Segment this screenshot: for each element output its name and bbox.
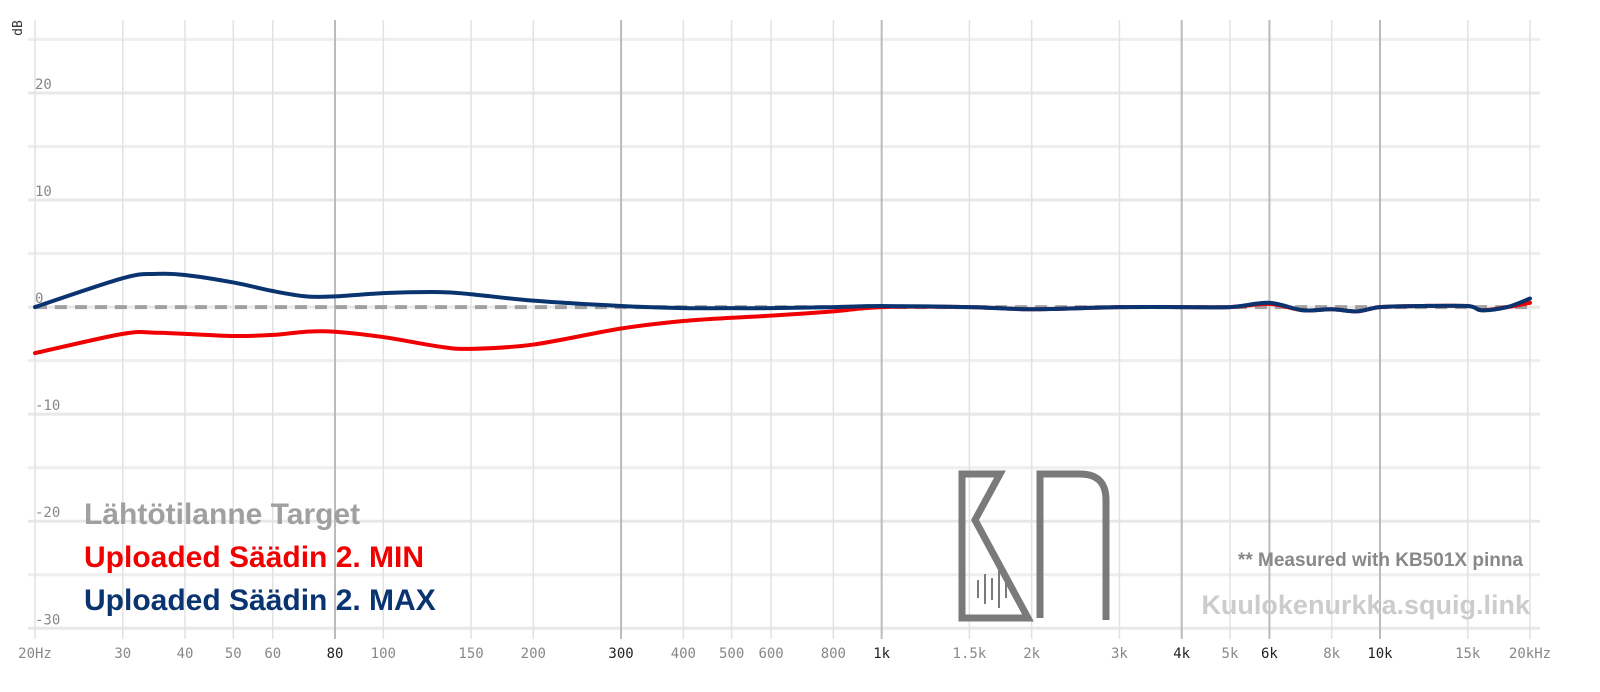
x-tick-label: 600	[758, 646, 783, 662]
x-tick-label: 4k	[1173, 646, 1190, 662]
lines	[33, 271, 1532, 356]
y-tick-label: 10	[35, 184, 52, 200]
grid: -30 -20 -10 0 10 20 20Hz 30 40 50 60 80 100 150 200 300…	[18, 20, 1551, 662]
logo	[958, 470, 1110, 622]
x-tick-label: 200	[521, 646, 546, 662]
x-tick-label: 10k	[1367, 646, 1393, 662]
x-tick-label: 150	[458, 646, 483, 662]
y-tick-label: -10	[35, 398, 60, 414]
x-tick-label: 40	[177, 646, 194, 662]
y-tick-label: 0	[35, 291, 43, 307]
x-tick-label: 800	[821, 646, 846, 662]
x-tick-label: 100	[371, 646, 396, 662]
x-tick-label: 30	[114, 646, 131, 662]
x-tick-label: 5k	[1222, 646, 1239, 662]
x-tick-label: 300	[608, 646, 633, 662]
y-tick-label: -30	[35, 612, 60, 628]
x-tick-label: 400	[671, 646, 696, 662]
x-tick-label: 2k	[1023, 646, 1040, 662]
x-tick-label: 60	[264, 646, 281, 662]
x-tick-label: 3k	[1111, 646, 1128, 662]
series-line	[33, 271, 1532, 314]
x-tick-label: 20Hz	[18, 646, 52, 662]
x-tick-label: 6k	[1261, 646, 1278, 662]
annotation: ** Measured with KB501X pinna	[1238, 550, 1524, 571]
y-tick-label: 20	[35, 77, 52, 93]
x-tick-label: 15k	[1455, 646, 1481, 662]
x-tick-label: 80	[327, 646, 344, 662]
x-tick-label: 50	[225, 646, 242, 662]
x-tick-label: 1.5k	[953, 646, 987, 662]
legend-entry: Lähtötilanne Target	[84, 498, 360, 531]
x-tick-label: 500	[719, 646, 744, 662]
y-tick-label: -20	[35, 505, 60, 521]
legend: Lähtötilanne Target Uploaded Säädin 2. MI…	[84, 498, 436, 617]
legend-entry: Uploaded Säädin 2. MIN	[84, 541, 424, 574]
legend-entry: Uploaded Säädin 2. MAX	[84, 584, 436, 617]
x-tick-label: 8k	[1323, 646, 1340, 662]
x-tick-label: 20kHz	[1509, 646, 1551, 662]
x-tick-label: 1k	[873, 646, 890, 662]
watermark: Kuulokenurkka.squig.link	[1201, 590, 1531, 620]
y-axis-label: dB	[11, 20, 26, 36]
